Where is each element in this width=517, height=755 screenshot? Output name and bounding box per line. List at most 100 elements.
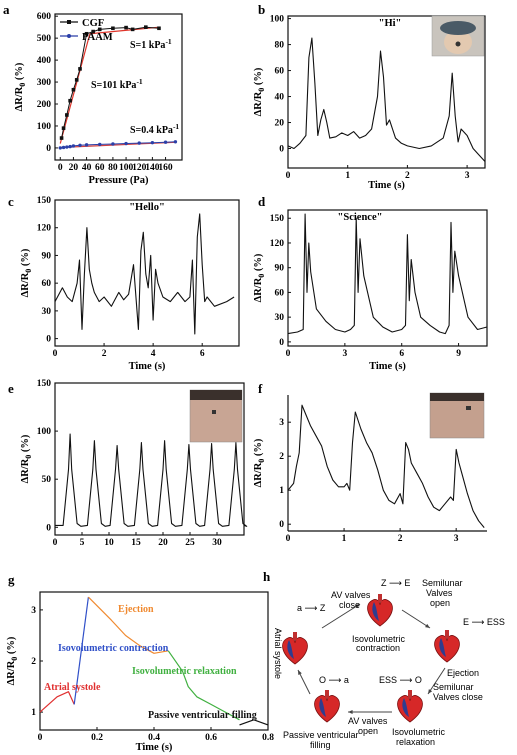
y-tick-label: 90 <box>42 251 52 261</box>
x-tick-label: 100 <box>119 163 134 173</box>
paam-point <box>78 143 82 147</box>
cycle-arrow-head <box>425 623 430 628</box>
cycle-arrow-head <box>428 689 433 694</box>
panel-label-a: a <box>3 2 10 17</box>
cgf-point <box>78 67 82 71</box>
heart-ejection <box>434 630 460 663</box>
y-tick-label: 150 <box>37 379 52 389</box>
y-tick-label: 50 <box>42 475 52 485</box>
aorta <box>378 594 382 602</box>
plot-frame <box>54 382 245 536</box>
paam-point <box>111 142 115 146</box>
phase-line <box>73 597 89 705</box>
y-tick-label: 400 <box>37 56 52 66</box>
label-semilunar-open: Semilunar <box>422 578 463 588</box>
heart-shape <box>367 599 393 627</box>
signal-line <box>54 213 235 335</box>
paam-fit-line <box>60 141 176 149</box>
x-tick-label: 1 <box>345 171 350 181</box>
label-passive-filling: Passive ventricular filling <box>148 710 257 721</box>
y-tick-label: 1 <box>279 486 284 496</box>
y-tick-label: 30 <box>275 313 285 323</box>
y-tick-label: 3 <box>279 418 284 428</box>
y-tick-label: 0 <box>46 335 51 345</box>
legend-cgf-marker <box>67 20 71 24</box>
label-atrial-systole: Atrial systole <box>273 628 283 679</box>
aorta <box>293 632 297 640</box>
x-tick-label: 0 <box>53 349 58 359</box>
x-tick-label: 2 <box>398 534 403 544</box>
label-z-to-e: Z ⟶ E <box>381 578 410 588</box>
x-axis-label: Time (s) <box>136 742 173 753</box>
plot-frame <box>54 13 183 161</box>
x-tick-label: 9 <box>456 349 461 359</box>
x-tick-label: 10 <box>104 538 114 548</box>
photo-shadow <box>190 390 242 400</box>
paam-point <box>150 140 155 145</box>
cgf-point <box>65 113 69 117</box>
x-tick-label: 3 <box>342 349 347 359</box>
heart-right-chamber <box>402 698 409 717</box>
panel-label-e: e <box>8 381 14 396</box>
legend-paam-label: PAAM <box>82 32 113 43</box>
label-isovol-contraction: Isovolumetric contraction <box>58 643 169 654</box>
x-axis-label: Time (s) <box>369 361 406 372</box>
panel-b: 0 1 2 3 0 20 40 60 80 100 "Hi" ΔR/R0 (%) Time (s) <box>253 15 486 191</box>
panel-label-c: c <box>8 194 14 209</box>
heart-passive-filling <box>314 690 340 723</box>
panel-label-f: f <box>258 381 263 396</box>
heart-isovol-relaxation <box>397 690 423 723</box>
heart-right-chamber <box>319 698 326 717</box>
pulse-line <box>55 433 248 527</box>
y-axis-label: ΔR/R0 (%) <box>253 67 266 116</box>
paam-point <box>173 140 178 144</box>
heart-isovol-contraction <box>367 594 393 627</box>
y-axis-label: ΔR/R0 (%) <box>253 253 266 302</box>
x-tick-label: 80 <box>108 163 118 173</box>
x-tick-label: 6 <box>399 349 404 359</box>
label-isovol-contraction-2: contraction <box>356 643 400 653</box>
x-tick-label: 0.2 <box>91 733 103 743</box>
x-tick-label: 30 <box>212 538 222 548</box>
heart-right-chamber <box>287 640 294 659</box>
heart-atrial-systole <box>282 632 308 665</box>
panel-f: 0 1 2 3 0 1 2 3 ΔR/R0 (%) <box>253 392 487 544</box>
y-tick-label: 100 <box>37 427 52 437</box>
y-tick-label: 30 <box>42 307 52 317</box>
panel-a: 0 20 40 60 80 1001201401600100200300400500600… <box>14 12 183 186</box>
heart-right-chamber <box>439 638 446 657</box>
label-passive-filling: Passive ventricular <box>283 730 359 740</box>
cgf-point <box>130 27 135 32</box>
signal-line <box>287 404 485 528</box>
heart-right-chamber <box>372 602 379 621</box>
y-tick-label: 120 <box>270 239 285 249</box>
paam-point <box>65 145 69 149</box>
x-tick-label: 0 <box>286 349 291 359</box>
x-axis-label: Time (s) <box>368 180 405 191</box>
panel-e: 0 5 10 15 20 25 30 0 50 100 150 ΔR/R0 (%) <box>20 379 248 548</box>
y-tick-label: 60 <box>42 279 52 289</box>
panel-label-d: d <box>258 194 266 209</box>
label-isovol-contraction: Isovolumetric <box>352 634 406 644</box>
y-tick-label: 600 <box>37 12 52 22</box>
y-tick-label: 20 <box>275 119 285 129</box>
y-tick-label: 0 <box>279 145 284 155</box>
cycle-arrow-head <box>355 604 360 609</box>
label-av-valves-close-2: close <box>339 600 360 610</box>
x-tick-label: 20 <box>69 163 79 173</box>
paam-point <box>61 145 66 150</box>
paam-point <box>137 141 141 145</box>
y-tick-label: 2 <box>31 657 36 667</box>
cgf-point <box>91 29 95 34</box>
cgf-point <box>84 31 89 36</box>
phase-line <box>39 691 75 713</box>
y-tick-label: 40 <box>275 93 285 103</box>
legend-cgf-label: CGF <box>82 18 104 29</box>
cycle-arrow <box>401 609 431 629</box>
y-tick-label: 100 <box>37 122 52 132</box>
aorta <box>408 690 412 698</box>
paam-point <box>71 144 76 148</box>
x-tick-label: 2 <box>405 171 410 181</box>
